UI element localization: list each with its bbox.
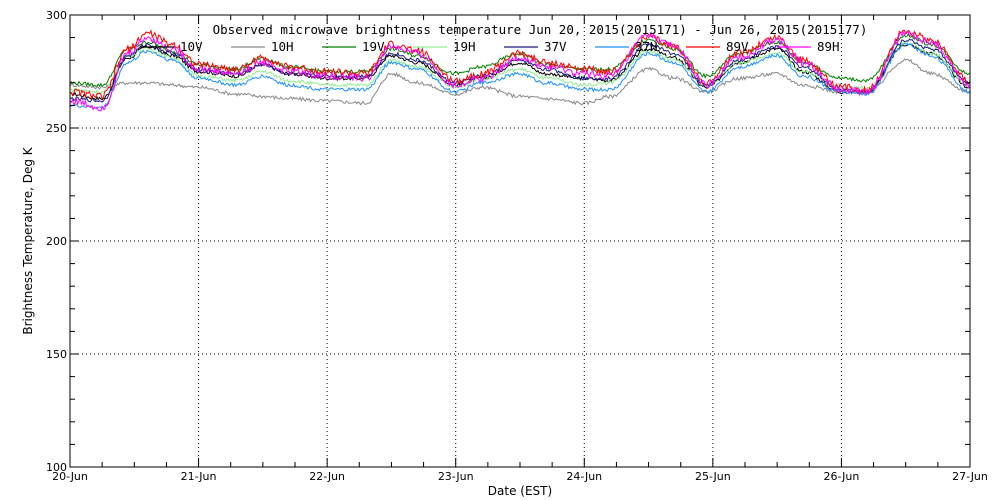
y-tick-label: 300	[46, 9, 67, 22]
x-tick-label: 20-Jun	[52, 470, 88, 483]
grid-layer	[70, 15, 970, 467]
series-layer	[69, 29, 971, 112]
x-tick-label: 24-Jun	[566, 470, 602, 483]
y-tick-label: 250	[46, 122, 67, 135]
series-line-10H	[69, 58, 971, 106]
legend-label-19H: 19H	[453, 39, 476, 54]
legend-label-19V: 19V	[362, 39, 385, 54]
x-tick-label: 27-Jun	[952, 470, 988, 483]
series-line-89V	[69, 29, 971, 101]
series-line-10V	[69, 43, 971, 101]
y-tick-label: 100	[46, 461, 67, 474]
legend: 10V 10H 19V 19H 37V 37H 89V 89H	[140, 39, 840, 54]
y-tick-label: 200	[46, 235, 67, 248]
x-axis-label: Date (EST)	[488, 484, 552, 498]
y-tick-label: 150	[46, 348, 67, 361]
series-line-37H	[69, 42, 971, 110]
x-tick-label: 26-Jun	[824, 470, 860, 483]
tick-layer: 20-Jun 21-Jun 22-Jun 23-Jun 24-Jun 25-Jun 26-J…	[46, 9, 988, 483]
series-line-19H	[69, 40, 971, 95]
y-axis-label: Brightness Temperature, Deg K	[21, 146, 35, 334]
x-tick-label: 25-Jun	[695, 470, 731, 483]
chart-title: Observed microwave brightness temperatur…	[213, 22, 868, 37]
legend-label-37V: 37V	[544, 39, 567, 54]
legend-label-10V: 10V	[180, 39, 203, 54]
x-tick-label: 21-Jun	[181, 470, 217, 483]
x-tick-label: 23-Jun	[438, 470, 474, 483]
legend-label-89H: 89H	[817, 39, 840, 54]
legend-label-89V: 89V	[726, 39, 749, 54]
series-line-89H	[69, 30, 971, 112]
x-tick-label: 22-Jun	[309, 470, 345, 483]
legend-label-37H: 37H	[635, 39, 658, 54]
legend-label-10H: 10H	[271, 39, 294, 54]
